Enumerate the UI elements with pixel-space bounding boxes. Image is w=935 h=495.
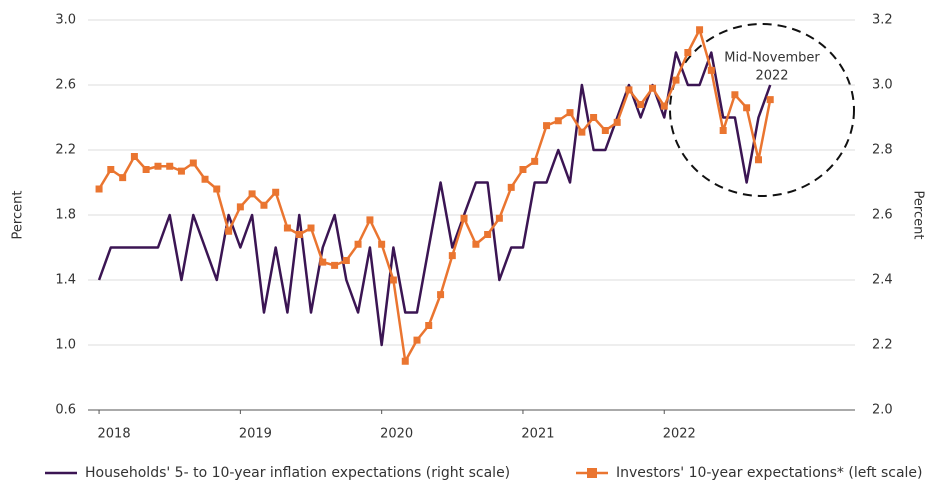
marker [425,322,433,329]
marker [413,336,421,344]
marker [460,214,468,222]
marker [130,153,138,160]
y-tick-label: 2.2 [55,143,76,158]
y2-tick-label: 2.6 [872,208,893,223]
marker [696,26,704,34]
marker [590,114,598,121]
marker [507,183,515,191]
marker [613,118,621,126]
marker [401,357,409,365]
x-tick-label: 2019 [239,427,272,442]
y2-tick-label: 2.4 [872,273,893,288]
y2-tick-label: 3.0 [872,78,893,93]
series-line [97,51,772,347]
marker [307,224,315,232]
y2-tick-label: 3.2 [872,13,893,28]
marker [543,122,551,130]
marker [95,185,103,193]
marker [342,257,350,264]
marker [684,49,692,56]
y-axis-label: Percent [11,191,26,240]
marker [766,96,774,104]
annotation: 2022 [755,69,788,84]
marker [177,167,185,175]
marker [354,240,362,248]
marker [236,203,244,211]
marker [495,214,503,222]
marker [578,128,586,136]
marker [754,156,762,164]
legend-label: Investors' 10-year expectations* (left s… [616,465,923,481]
marker [389,276,397,284]
marker [107,166,115,173]
marker [472,240,480,248]
legend-marker [587,468,597,478]
marker [672,76,680,84]
marker [331,261,339,269]
marker [260,201,268,209]
y-tick-label: 1.8 [55,208,76,223]
marker [166,162,174,170]
marker [566,109,574,117]
marker [378,240,386,248]
x-tick-label: 2022 [663,427,696,442]
marker [707,66,715,74]
marker [531,157,539,165]
marker [519,166,527,173]
marker [719,127,727,134]
marker [119,174,127,182]
marker [189,159,197,167]
marker [319,258,327,266]
marker [225,227,233,235]
x-tick-label: 2018 [98,427,131,442]
marker [637,101,645,108]
marker [649,84,657,92]
legend-label: Households' 5- to 10-year inflation expe… [85,465,510,481]
legend: Households' 5- to 10-year inflation expe… [45,465,923,481]
marker [484,231,492,238]
marker [366,216,374,224]
marker [213,185,221,193]
series-line [97,28,772,363]
y-tick-label: 3.0 [55,13,76,28]
marker [625,86,633,94]
marker [437,291,445,299]
y2-tick-label: 2.8 [872,143,893,158]
marker [601,127,609,134]
y2-tick-label: 2.0 [872,403,893,418]
marker [554,117,562,125]
y-tick-label: 0.6 [55,403,76,418]
x-tick-label: 2020 [380,427,413,442]
marker [272,188,280,196]
y2-axis-label: Percent [911,191,926,240]
marker [154,162,162,170]
annotation-circle [669,23,855,197]
annotation: Mid-November [724,51,820,66]
y-tick-label: 1.4 [55,273,76,288]
marker [295,231,303,238]
marker [448,252,456,260]
marker [142,166,150,173]
y-tick-label: 2.6 [55,78,76,93]
x-tick-label: 2021 [521,427,554,442]
marker [743,104,751,112]
marker [283,224,291,232]
y-tick-label: 1.0 [55,338,76,353]
marker [660,102,668,110]
marker [248,190,256,198]
marker [201,175,209,183]
y2-tick-label: 2.2 [872,338,893,353]
marker [731,91,739,99]
